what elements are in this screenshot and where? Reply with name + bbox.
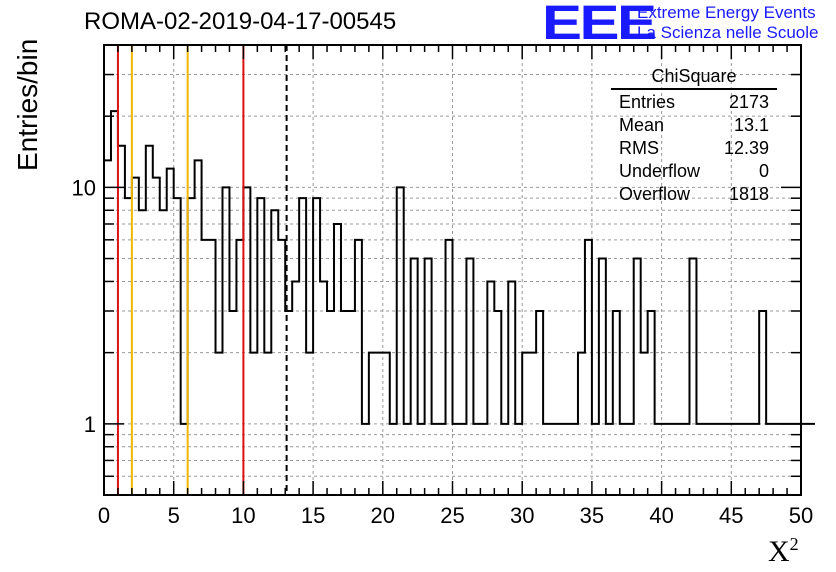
stats-box: ChiSquare Entries 2173 Mean 13.1 RMS 12.39 … bbox=[611, 66, 777, 206]
y-axis-label: Entries/bin bbox=[12, 38, 43, 171]
x-tick-label: 20 bbox=[371, 503, 395, 528]
stats-row-overflow: Overflow 1818 bbox=[619, 184, 769, 204]
eee-logo: EEE bbox=[542, 0, 657, 50]
y-tick-label: 1 bbox=[84, 412, 96, 437]
x-tick-label: 30 bbox=[510, 503, 534, 528]
stats-row-underflow: Underflow 0 bbox=[619, 161, 769, 181]
x-tick-label: 25 bbox=[440, 503, 464, 528]
stats-row-entries: Entries 2173 bbox=[619, 92, 769, 112]
x-tick-label: 15 bbox=[301, 503, 325, 528]
x-tick-label: 5 bbox=[168, 503, 180, 528]
logo-line-1: Extreme Energy Events bbox=[637, 3, 816, 22]
stats-row-mean: Mean 13.1 bbox=[619, 115, 769, 135]
x-axis-label: X2 bbox=[768, 534, 799, 568]
logo-line-2: La Scienza nelle Scuole bbox=[637, 23, 819, 42]
x-tick-label: 50 bbox=[789, 503, 813, 528]
chart-title: ROMA-02-2019-04-17-00545 bbox=[84, 8, 397, 35]
histogram-bars bbox=[104, 110, 815, 425]
x-tick-label: 45 bbox=[719, 503, 743, 528]
y-tick-label: 10 bbox=[72, 175, 96, 200]
x-tick-label: 35 bbox=[580, 503, 604, 528]
stats-title: ChiSquare bbox=[611, 66, 777, 90]
x-tick-label: 40 bbox=[649, 503, 673, 528]
x-tick-label: 0 bbox=[98, 503, 110, 528]
x-tick-label: 10 bbox=[231, 503, 255, 528]
stats-row-rms: RMS 12.39 bbox=[619, 138, 769, 158]
